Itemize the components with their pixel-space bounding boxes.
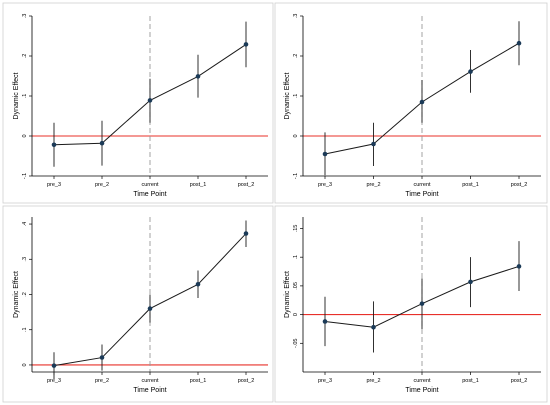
y-axis-title: Dynamic Effect (284, 271, 291, 318)
y-tick-label: .3 (293, 14, 299, 19)
chart-panel-2: -.1 0 .1 .2 .3 pre_3 pre_2 current post_1 post_2 T… (274, 2, 548, 204)
panel-frame (2, 2, 274, 204)
x-tick-label: pre_3 (47, 182, 61, 188)
x-tick-label: current (141, 378, 159, 384)
data-point (322, 151, 328, 157)
data-point (51, 363, 57, 368)
data-point (243, 231, 249, 236)
x-tick-label: pre_2 (95, 182, 109, 188)
x-tick-label: post_1 (462, 378, 479, 384)
y-tick-label: .3 (22, 14, 28, 19)
x-tick-label: post_2 (238, 378, 255, 384)
x-tick-label: pre_3 (47, 378, 61, 384)
data-point (371, 324, 376, 330)
chart-panel-1: -.1 0 .1 .2 .3 pre_3 pre_2 current post_1 post_2 T… (2, 2, 274, 204)
x-tick-label: post_2 (511, 378, 528, 384)
data-point (243, 42, 249, 47)
x-axis-title: Time Point (405, 387, 438, 394)
y-tick-label: .3 (22, 257, 28, 262)
x-tick-label: post_2 (511, 182, 528, 188)
x-axis-title: Time Point (133, 387, 166, 394)
chart-panel-3: 0 .1 .2 .3 .4 pre_3 pre_2 current post_1 post_2 Ti… (2, 205, 274, 403)
data-point (419, 99, 425, 105)
data-point (371, 141, 376, 147)
y-axis-title: Dynamic Effect (13, 271, 20, 318)
x-tick-label: post_1 (190, 182, 207, 188)
x-tick-label: pre_2 (366, 182, 380, 188)
y-tick-label: .2 (22, 54, 28, 59)
y-tick-label: .2 (293, 54, 299, 59)
x-axis-title: Time Point (405, 191, 438, 198)
y-tick-label: .1 (293, 255, 299, 260)
panel-frame (274, 2, 548, 204)
data-point (516, 264, 522, 269)
y-tick-label: -.1 (293, 173, 299, 179)
x-tick-label: post_2 (238, 182, 255, 188)
data-point (195, 74, 201, 79)
data-point (419, 301, 425, 306)
panel-frame (274, 205, 548, 403)
x-tick-label: pre_3 (318, 182, 332, 188)
x-tick-label: post_1 (190, 378, 207, 384)
y-axis-title: Dynamic Effect (284, 72, 291, 119)
y-tick-label: .05 (293, 282, 299, 290)
panel-frame (2, 205, 274, 403)
y-tick-label: 0 (22, 134, 28, 137)
y-tick-label: .2 (22, 292, 28, 297)
y-tick-label: .1 (22, 94, 28, 99)
data-point (147, 306, 153, 311)
data-point (147, 98, 153, 103)
x-tick-label: current (413, 378, 431, 384)
data-point (99, 355, 105, 360)
x-tick-label: pre_2 (95, 378, 109, 384)
data-point (322, 319, 328, 324)
chart-panel-4: -.05 0 .05 .1 .15 pre_3 pre_2 current post_1 post… (274, 205, 548, 403)
data-point (468, 69, 473, 74)
y-tick-label: 0 (293, 134, 299, 137)
y-tick-label: .1 (22, 327, 28, 332)
data-point (51, 142, 57, 148)
x-tick-label: current (141, 182, 159, 188)
y-tick-label: .15 (293, 225, 299, 233)
x-axis-title: Time Point (133, 191, 166, 198)
y-tick-label: 0 (293, 313, 299, 316)
y-tick-label: 0 (22, 363, 28, 366)
data-point (468, 279, 473, 285)
y-tick-label: -.05 (293, 339, 299, 348)
y-tick-label: -.1 (22, 173, 28, 179)
y-tick-label: .4 (22, 222, 28, 227)
data-point (516, 40, 522, 46)
data-point (195, 281, 201, 287)
data-point (99, 140, 105, 146)
y-tick-label: .1 (293, 94, 299, 99)
y-axis-title: Dynamic Effect (13, 72, 20, 119)
x-tick-label: pre_2 (366, 378, 380, 384)
x-tick-label: current (413, 182, 431, 188)
x-tick-label: post_1 (462, 182, 479, 188)
x-tick-label: pre_3 (318, 378, 332, 384)
